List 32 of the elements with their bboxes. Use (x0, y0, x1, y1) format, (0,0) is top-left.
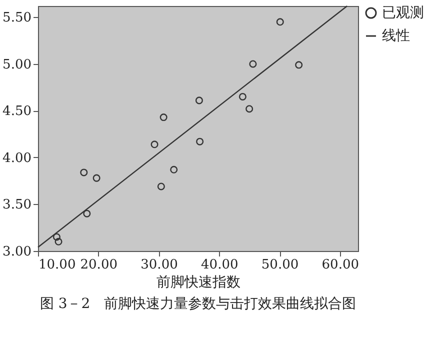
text: 图 3－2 前脚快速力量参数与击打效果曲线拟合图 (40, 296, 356, 312)
point (170, 166, 178, 174)
point (196, 138, 204, 146)
legend-label: 已观测 (382, 5, 424, 21)
x-tick-label: 40.00 (201, 258, 238, 272)
point (238, 92, 246, 100)
y-tick-label: 4.00 (2, 150, 32, 166)
point (157, 182, 165, 190)
point (246, 105, 254, 113)
point (160, 114, 168, 122)
y-tick-label: 3.00 (2, 244, 32, 260)
legend-label: 线性 (382, 28, 410, 44)
x-tick-label: 30.00 (140, 258, 178, 272)
point (249, 60, 257, 68)
point (295, 61, 303, 69)
y-tick-label: 3.50 (2, 198, 32, 213)
x-axis-title: 前脚快速指数 (156, 274, 240, 290)
point (195, 96, 203, 104)
point (52, 233, 60, 241)
point (83, 210, 91, 218)
y-tick-label: 5.50 (2, 10, 32, 26)
point (80, 168, 88, 176)
point (92, 174, 100, 182)
x-tick-label: 20.00 (80, 258, 118, 272)
point (54, 238, 62, 246)
x-tick-label: 10.00 (38, 258, 76, 272)
y-tick-label: 4.50 (2, 104, 32, 120)
x-tick-label: 60.00 (322, 258, 359, 272)
y-tick-label: 5.00 (2, 57, 32, 72)
point (276, 18, 284, 26)
point (150, 140, 158, 148)
x-tick-label: 50.00 (261, 258, 299, 272)
